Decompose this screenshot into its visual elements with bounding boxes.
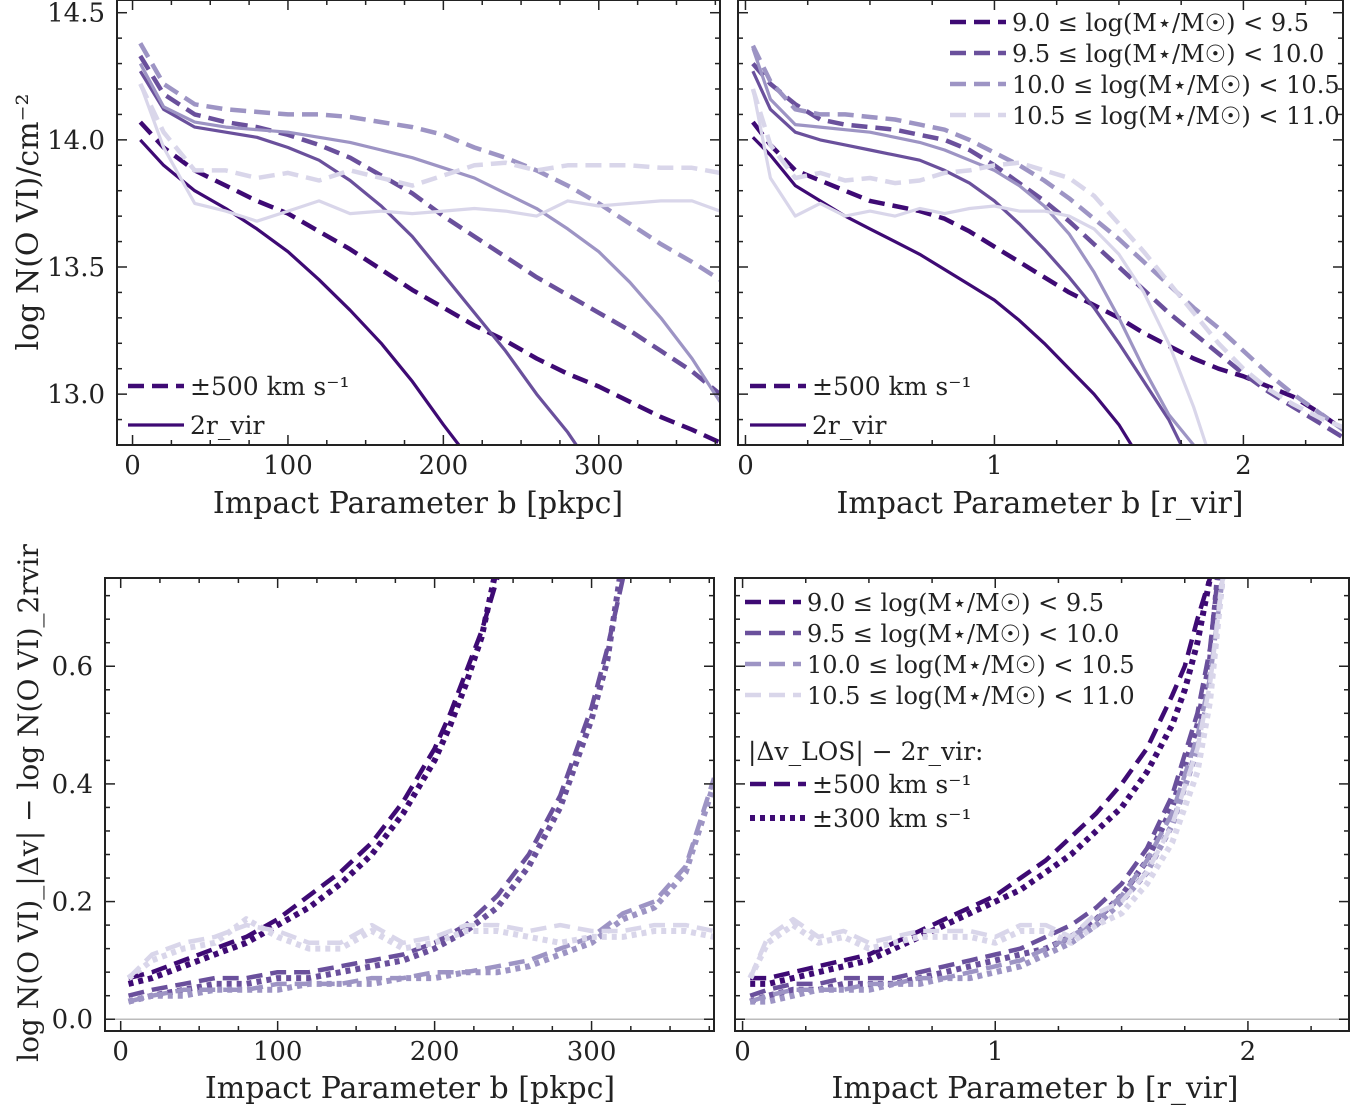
bottom-left-series-3-dashed [126, 922, 714, 980]
top-left-series-1-solid [138, 70, 579, 445]
bottom-left-x-tick-label: 100 [253, 1037, 303, 1067]
top-left-y-tick-label: 14.0 [47, 126, 105, 156]
legend-top-right-solid-label: 2r_vir [812, 411, 886, 440]
bottom-right-x-axis-label: Impact Parameter b [r_vir] [832, 1071, 1239, 1106]
legend-bottom-mass-bin-3: 10.5 ≤ log(M⋆/M☉) < 11.0 [745, 682, 1135, 710]
legend-top-left-dashed: ±500 km s⁻¹ [128, 372, 349, 401]
bottom-left-series-1-dashed [127, 578, 626, 998]
bottom-left-x-tick-label: 300 [567, 1037, 617, 1067]
bottom-left-x-tick-label: 200 [410, 1037, 460, 1067]
top-left-series-3-dashed [138, 82, 720, 188]
legend-mass-bin-3: 10.5 ≤ log(M⋆/M☉) < 11.0 [950, 102, 1340, 130]
top-left-y-tick-label: 13.5 [47, 253, 105, 283]
bottom-left-axes-frame [104, 577, 715, 1032]
bottom-left-y-tick-label: 0.2 [52, 888, 93, 918]
bottom-right-panel: 0 1 2 [734, 577, 1350, 1067]
legend-top-left-solid: 2r_vir [128, 411, 264, 440]
top-left-x-tick-label: 100 [263, 451, 313, 481]
legend-mass-bin-2-label: 10.0 ≤ log(M⋆/M☉) < 10.5 [1012, 71, 1340, 99]
top-left-series-2-solid [138, 62, 720, 403]
top-right-series-1-solid [751, 70, 1183, 445]
bottom-left-y-tick-label: 0.4 [52, 770, 93, 800]
legend-mass-bin-0: 9.0 ≤ log(M⋆/M☉) < 9.5 [950, 9, 1309, 37]
legend-bottom-mass-bin-1: 9.5 ≤ log(M⋆/M☉) < 10.0 [745, 620, 1119, 648]
top-left-series-0-dashed [138, 120, 720, 445]
bottom-left-x-axis-label: Impact Parameter b [pkpc] [205, 1071, 615, 1106]
legend-bottom-dashed-label: ±500 km s⁻¹ [812, 770, 971, 799]
bottom-right-series-2-dashed [749, 578, 1225, 1004]
top-y-axis-label: log N(O VI)/cm⁻² [11, 94, 46, 351]
top-right-series-2-solid [751, 47, 1195, 445]
bottom-right-series-3-dashed [748, 578, 1225, 979]
top-left-x-tick-label: 300 [574, 451, 624, 481]
bottom-left-series-0-dashed [127, 578, 500, 981]
legend-method-title: |Δv_LOS| − 2r_vir: [748, 737, 983, 767]
bottom-right-axes-frame [734, 577, 1350, 1032]
bottom-right-series-0-dashed [750, 578, 1213, 981]
bottom-right-x-tick-label: 2 [1240, 1037, 1257, 1067]
bottom-right-series-1-dotted [749, 578, 1221, 1005]
legend-top-left-solid-label: 2r_vir [190, 411, 264, 440]
top-right-series-2-dashed [750, 44, 1343, 432]
top-right-x-axis-label: Impact Parameter b [r_vir] [837, 486, 1244, 521]
legend-bottom-mass-bin-2: 10.0 ≤ log(M⋆/M☉) < 10.5 [745, 651, 1135, 679]
top-right-series-0-dashed [751, 120, 1343, 432]
bottom-left-series-2-dotted [127, 782, 714, 1005]
legend-top-left-dashed-label: ±500 km s⁻¹ [190, 372, 349, 401]
legend-bottom-mass-bin-3-label: 10.5 ≤ log(M⋆/M☉) < 11.0 [807, 682, 1135, 710]
legend-mass-bin-2: 10.0 ≤ log(M⋆/M☉) < 10.5 [950, 71, 1340, 99]
top-right-series-3-dashed [750, 88, 1343, 430]
legend-bottom-mass-bin-2-label: 10.0 ≤ log(M⋆/M☉) < 10.5 [807, 651, 1135, 679]
bottom-right-x-tick-label: 1 [987, 1037, 1004, 1067]
legend-bottom-dotted-label: ±300 km s⁻¹ [812, 804, 971, 833]
top-left-axes-frame [116, 0, 721, 446]
bottom-left-panel: 0 100 200 300 0.0 0.2 0.4 0.6 [52, 577, 715, 1067]
top-left-series-2-dashed [138, 42, 720, 282]
legend-mass-bin-0-label: 9.0 ≤ log(M⋆/M☉) < 9.5 [1012, 9, 1309, 37]
bottom-left-series-0-dotted [127, 578, 498, 987]
bottom-left-y-tick-label: 0.6 [52, 652, 93, 682]
top-right-axes-frame [737, 0, 1344, 446]
legend-mass-bin-1: 9.5 ≤ log(M⋆/M☉) < 10.0 [950, 40, 1324, 68]
bottom-left-series-1-dotted [127, 578, 623, 1005]
legend-bottom-dotted: ±300 km s⁻¹ [750, 804, 971, 833]
top-left-x-tick-label: 0 [124, 451, 141, 481]
top-left-x-tick-label: 200 [419, 451, 469, 481]
top-left-series-0-solid [139, 138, 461, 445]
top-left-series-3-solid [138, 83, 720, 223]
legend-bottom-mass-bin-1-label: 9.5 ≤ log(M⋆/M☉) < 10.0 [807, 620, 1119, 648]
top-left-y-tick-label: 13.0 [47, 380, 105, 410]
legend-mass-bin-1-label: 9.5 ≤ log(M⋆/M☉) < 10.0 [1012, 40, 1324, 68]
legend-bottom-mass-bin-0: 9.0 ≤ log(M⋆/M☉) < 9.5 [745, 589, 1104, 617]
top-right-series-0-solid [751, 136, 1133, 445]
top-right-panel: 0 1 2 [737, 0, 1344, 481]
bottom-left-series-2-dashed [127, 777, 714, 1004]
top-left-panel: 0 100 200 300 13.0 13.5 14.0 14.5 [47, 0, 721, 481]
legend-top-right-dashed-label: ±500 km s⁻¹ [812, 372, 971, 401]
top-right-series-3-solid [751, 88, 1208, 445]
top-right-x-tick-label: 0 [737, 451, 754, 481]
top-left-y-tick-label: 14.5 [47, 0, 105, 29]
legend-bottom-dashed: ±500 km s⁻¹ [750, 770, 971, 799]
legend-top-right-dashed: ±500 km s⁻¹ [750, 372, 971, 401]
bottom-right-series-1-dashed [749, 578, 1220, 998]
top-left-series-1-dashed [138, 54, 720, 396]
bottom-right-series-3-dotted [747, 578, 1226, 980]
legend-bottom-mass-bin-0-label: 9.0 ≤ log(M⋆/M☉) < 9.5 [807, 589, 1104, 617]
legend-mass-bin-3-label: 10.5 ≤ log(M⋆/M☉) < 11.0 [1012, 102, 1340, 130]
bottom-left-x-tick-label: 0 [112, 1037, 129, 1067]
legend-top-right-solid: 2r_vir [750, 411, 886, 440]
bottom-right-x-tick-label: 0 [734, 1037, 751, 1067]
top-right-x-tick-label: 1 [986, 451, 1003, 481]
bottom-right-series-0-dotted [750, 578, 1213, 987]
top-right-x-tick-label: 2 [1235, 451, 1252, 481]
bottom-left-y-tick-label: 0.0 [52, 1005, 93, 1035]
top-left-x-axis-label: Impact Parameter b [pkpc] [213, 486, 623, 521]
bottom-y-axis-label: log N(O VI)_|Δv| − log N(O VI)_2rvir [12, 544, 45, 1062]
bottom-left-series-3-dotted [126, 916, 714, 981]
